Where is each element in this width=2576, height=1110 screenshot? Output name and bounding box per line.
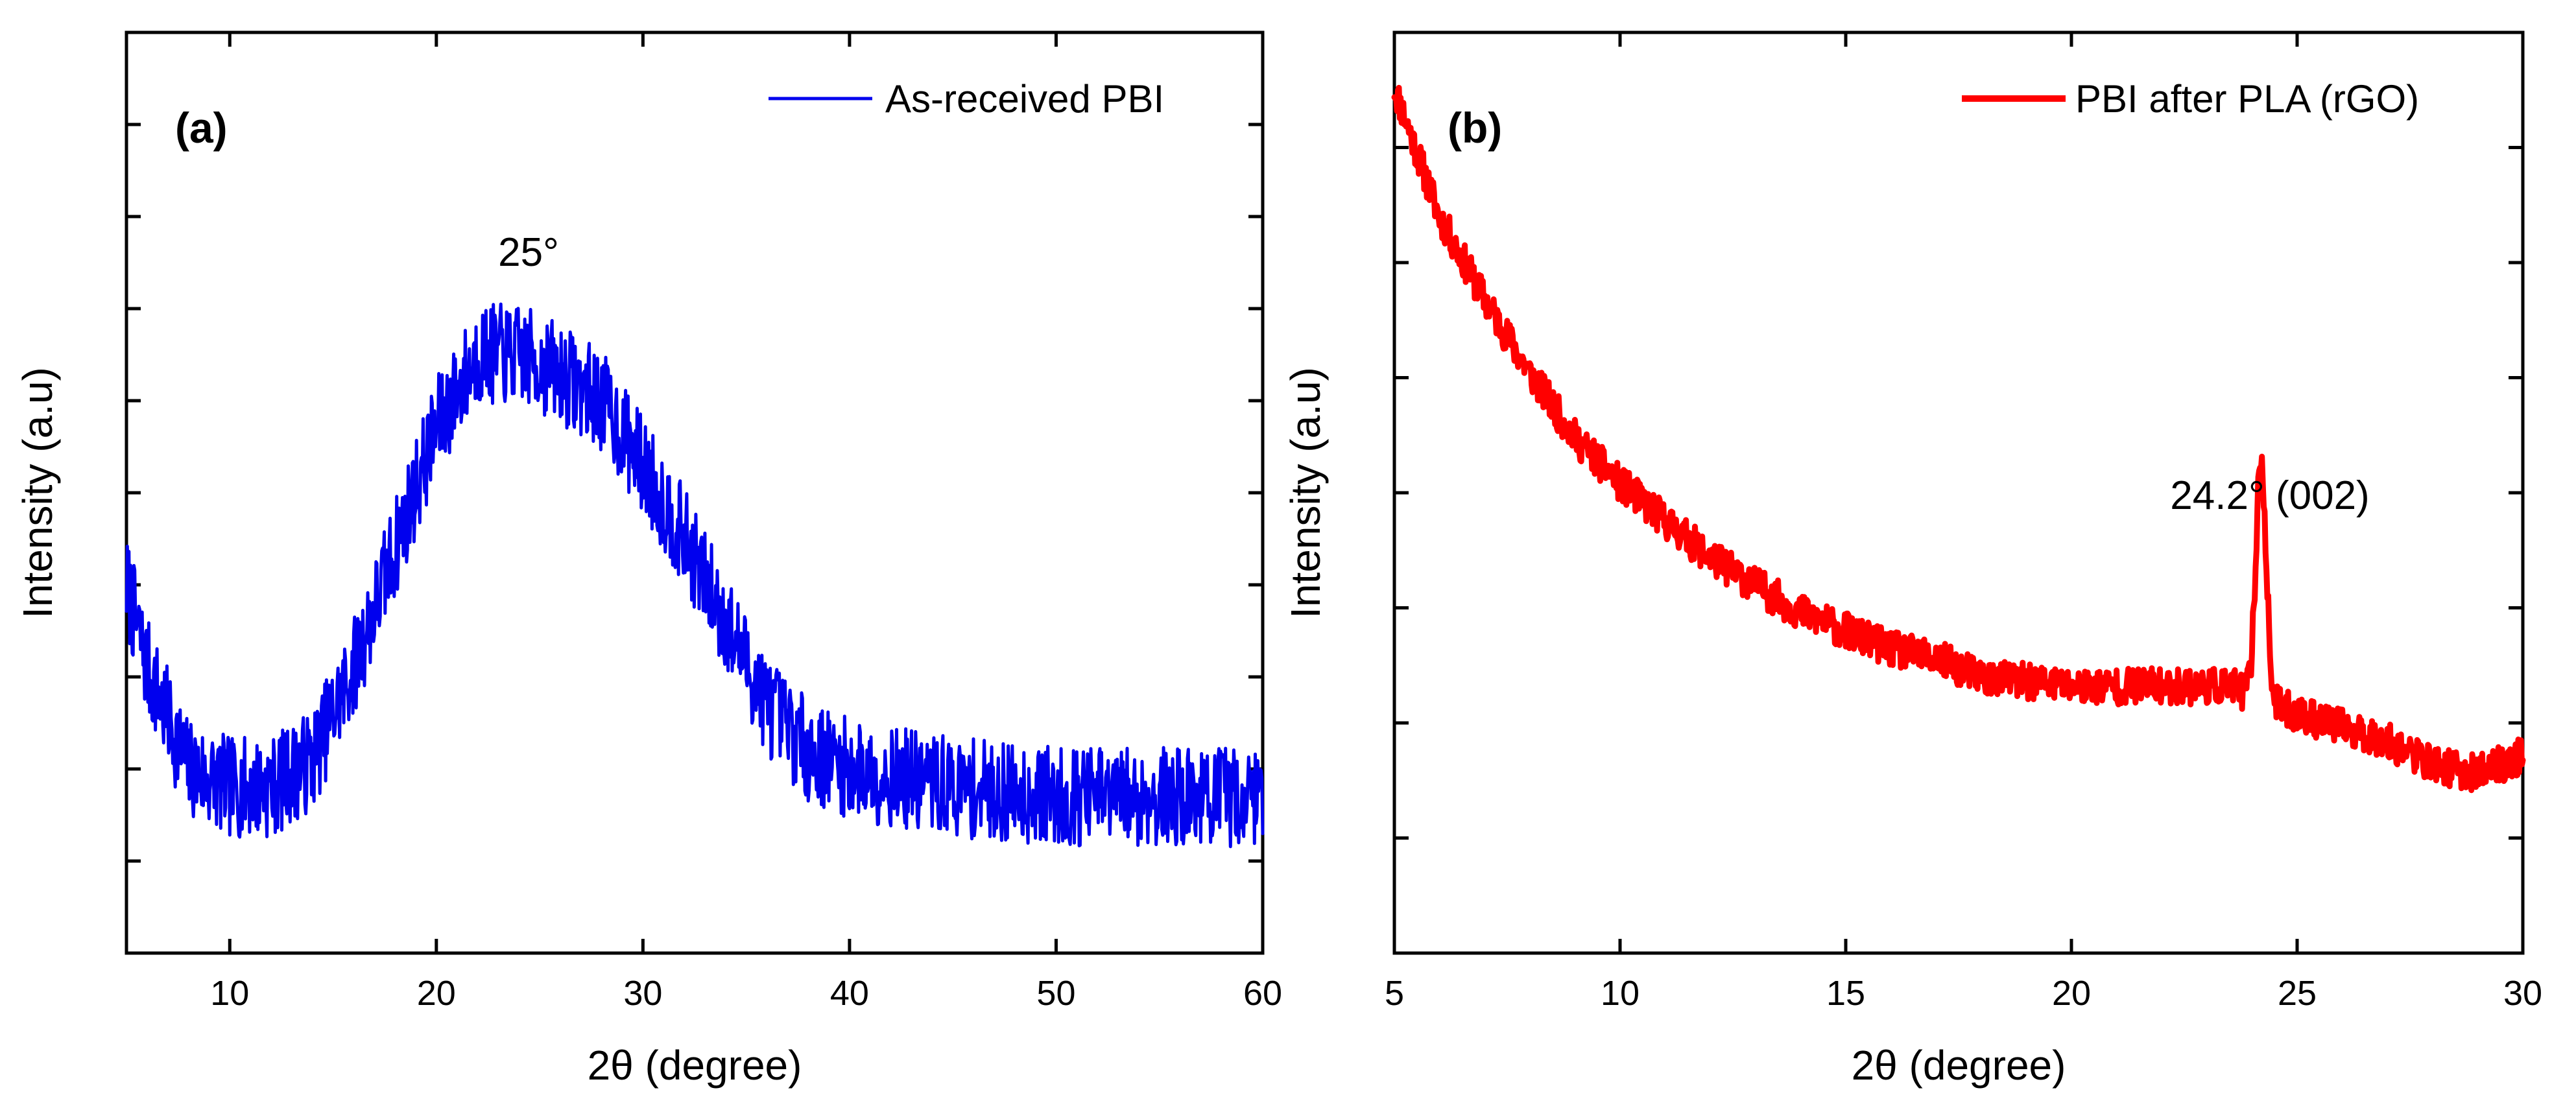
panel-b-x-axis-label: 2θ (degree) <box>1852 1042 2066 1089</box>
panel-a-x-tick-label: 50 <box>1036 974 1075 1013</box>
panel-a-x-tick-label: 20 <box>417 974 456 1013</box>
panel-b-x-tick-labels: 5 10 15 20 25 30 <box>1385 974 2542 1013</box>
panel-b-chart: 5 10 15 20 25 30 (b) 24.2° (002) PBI after PL… <box>1282 30 2542 1089</box>
panel-b-y-axis-label: Intensity (a.u) <box>1282 367 1329 619</box>
panel-b-peak-annotation: 24.2° (002) <box>2170 473 2369 518</box>
panel-a-x-tick-label: 10 <box>210 974 249 1013</box>
panel-b-x-tick-label: 10 <box>1601 974 1640 1013</box>
panel-a-label: (a) <box>175 104 228 152</box>
panel-b-x-tick-label: 20 <box>2052 974 2091 1013</box>
panel-b-x-tick-label: 5 <box>1385 974 1404 1013</box>
panel-a-series-line <box>125 302 1265 849</box>
panel-a-y-axis-label: Intensity (a.u) <box>14 367 61 619</box>
panel-a-peak-annotation: 25° <box>498 230 559 275</box>
panel-b-ticks <box>1392 32 2525 953</box>
panel-b-x-tick-label: 25 <box>2278 974 2317 1013</box>
panel-a-x-tick-label: 40 <box>830 974 869 1013</box>
panel-a-x-tick-label: 60 <box>1243 974 1282 1013</box>
panel-b-x-tick-label: 15 <box>1826 974 1865 1013</box>
panel-a-chart: 10 20 30 40 50 60 (a) 25° As-received PBI 2θ … <box>14 30 1282 1089</box>
panel-a-legend-label: As-received PBI <box>885 77 1164 121</box>
panel-a-x-axis-label: 2θ (degree) <box>588 1042 802 1089</box>
panel-b-series-line <box>1391 84 2526 794</box>
panel-b-x-tick-label: 30 <box>2503 974 2542 1013</box>
panel-a-x-tick-label: 30 <box>623 974 662 1013</box>
panel-b-legend-label: PBI after PLA (rGO) <box>2075 77 2419 121</box>
panel-b-label: (b) <box>1448 104 1502 152</box>
panel-a-x-tick-labels: 10 20 30 40 50 60 <box>210 974 1282 1013</box>
